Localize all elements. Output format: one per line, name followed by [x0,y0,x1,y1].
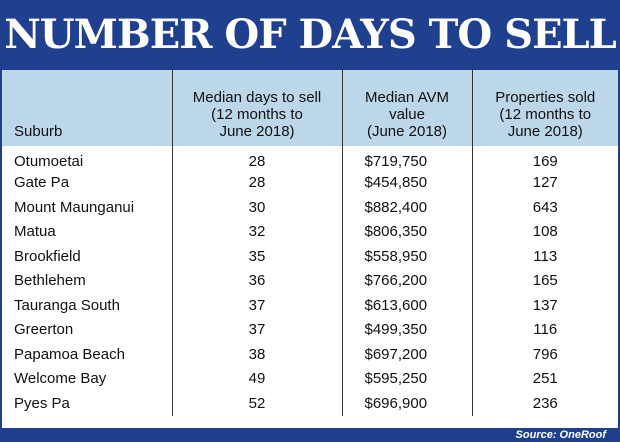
column-header-line: Median days to sell [192,89,322,106]
cell-suburb: Tauranga South [14,296,120,314]
cell-suburb: Bethlehem [14,272,86,290]
column-header-line: June 2018) [219,123,295,140]
cell-median-avm: $613,600 [341,293,472,318]
cell-median-days: 28 [171,146,342,171]
cell-median-avm: $499,350 [341,317,472,342]
cell-properties-sold: 643 [471,195,618,220]
table-row: Papamoa Beach 38 $697,200 796 [2,342,618,367]
cell-properties-sold: 116 [471,317,618,342]
cell-suburb: Gate Pa [14,174,70,192]
table-row: Mount Maunganui 30 $882,400 643 [2,195,618,220]
column-header-line: Median AVM [365,89,449,106]
table-row: Pyes Pa 52 $696,900 236 [2,391,618,416]
column-header-line: Properties sold [495,89,596,106]
cell-suburb: Greerton [14,321,74,339]
cell-median-days: 37 [171,293,342,318]
cell-properties-sold: 165 [471,268,618,293]
cell-properties-sold: 169 [471,146,618,171]
column-header-line: June 2018) [507,123,583,140]
cell-median-days: 52 [171,391,342,416]
source-credit: Source: OneRoof [515,429,606,441]
table-row: Brookfield 35 $558,950 113 [2,244,618,269]
column-header-line: (12 months to [499,106,592,123]
cell-median-days: 32 [171,219,342,244]
column-header-median-days: Median days to sell (12 months to June 201… [171,70,342,146]
table-row: Greerton 37 $499,350 116 [2,317,618,342]
cell-median-avm: $696,900 [341,391,472,416]
cell-suburb: Otumoetai [14,152,84,170]
cell-median-avm: $719,750 [341,146,472,171]
cell-median-days: 38 [171,342,342,367]
table-row: Matua 32 $806,350 108 [2,219,618,244]
cell-median-days: 28 [171,170,342,195]
cell-median-avm: $558,950 [341,244,472,269]
cell-median-days: 30 [171,195,342,220]
table-header: Suburb Median days to sell (12 months to Ju… [2,70,618,146]
cell-median-avm: $697,200 [341,342,472,367]
column-header-line: (12 months to [211,106,303,123]
cell-properties-sold: 251 [471,366,618,391]
table-row: Bethlehem 36 $766,200 165 [2,268,618,293]
column-header-properties-sold: Properties sold (12 months to June 2018) [471,70,618,146]
cell-median-days: 35 [171,244,342,269]
table-row: Welcome Bay 49 $595,250 251 [2,366,618,391]
cell-suburb: Pyes Pa [14,394,70,412]
days-to-sell-table: Suburb Median days to sell (12 months to Ju… [2,70,618,416]
cell-properties-sold: 236 [471,391,618,416]
cell-median-avm: $766,200 [341,268,472,293]
cell-suburb: Brookfield [14,247,81,265]
table-row: Otumoetai 28 $719,750 169 [2,146,618,171]
column-header-suburb: Suburb [2,70,172,146]
data-table-container: Suburb Median days to sell (12 months to Ju… [2,70,618,428]
header-row: Suburb Median days to sell (12 months to Ju… [2,70,618,146]
column-header-median-avm: Median AVM value (June 2018) [341,70,472,146]
column-header-line: value [389,106,425,123]
cell-median-days: 36 [171,268,342,293]
cell-properties-sold: 108 [471,219,618,244]
column-header-line: (June 2018) [366,123,448,140]
table-row: Gate Pa 28 $454,850 127 [2,170,618,195]
column-header-line: Suburb [14,123,63,140]
cell-median-avm: $806,350 [341,219,472,244]
cell-properties-sold: 796 [471,342,618,367]
chart-title: NUMBER OF DAYS TO SELL [0,0,620,70]
cell-median-days: 37 [171,317,342,342]
cell-median-days: 49 [171,366,342,391]
cell-median-avm: $454,850 [341,170,472,195]
table-body: Otumoetai 28 $719,750 169 Gate Pa 28 $454,850 1… [2,146,618,416]
cell-suburb: Matua [14,223,56,241]
cell-suburb: Mount Maunganui [14,198,135,216]
cell-properties-sold: 113 [471,244,618,269]
cell-suburb: Welcome Bay [14,370,107,388]
cell-properties-sold: 127 [471,170,618,195]
table-row: Tauranga South 37 $613,600 137 [2,293,618,318]
cell-median-avm: $882,400 [341,195,472,220]
cell-suburb: Papamoa Beach [14,345,125,363]
cell-median-avm: $595,250 [341,366,472,391]
footer-bar: Source: OneRoof [0,428,620,442]
cell-properties-sold: 137 [471,293,618,318]
